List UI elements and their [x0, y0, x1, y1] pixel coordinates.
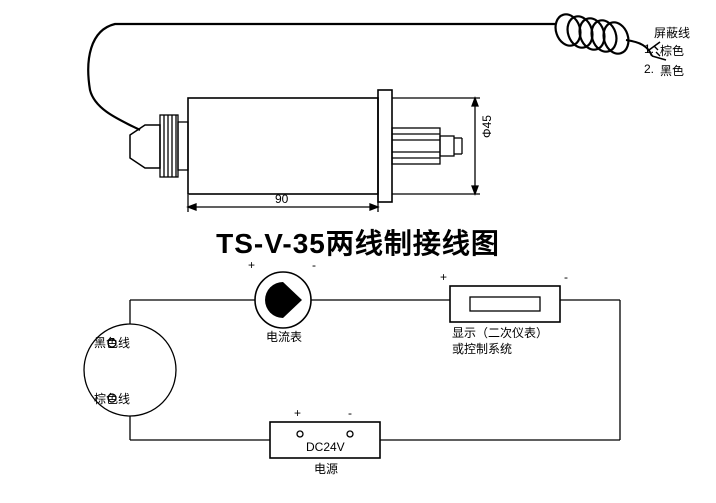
power-label: 电源 — [314, 460, 338, 477]
wire2-num: 2. — [644, 62, 654, 76]
display-plus: + — [440, 270, 447, 284]
wire1-color: 棕色 — [660, 42, 684, 59]
power-minus: - — [348, 406, 352, 420]
dim-diameter: Φ45 — [480, 115, 494, 138]
shield-wire-label: 屏蔽线 — [654, 24, 690, 41]
display-label-2: 或控制系统 — [452, 340, 512, 357]
display-minus: - — [564, 270, 568, 284]
dim-length: 90 — [275, 192, 288, 206]
display-label-1: 显示（二次仪表） — [452, 324, 548, 341]
power-plus: + — [294, 406, 301, 420]
ammeter-plus: + — [248, 258, 255, 272]
diagram-title: TS-V-35两线制接线图 — [0, 222, 716, 262]
ammeter-label: 电流表 — [266, 328, 302, 345]
diagram-canvas: TS-V-35两线制接线图 屏蔽线 1. 棕色 2. 黑色 90 Φ45 黑色线… — [0, 0, 716, 503]
wire2-color: 黑色 — [660, 62, 684, 79]
wire-brown-label: 棕色线 — [94, 390, 130, 407]
wire1-num: 1. — [644, 42, 654, 56]
ammeter-minus: - — [312, 258, 316, 272]
wire-black-label: 黑色线 — [94, 334, 130, 351]
power-volts: DC24V — [306, 440, 345, 454]
